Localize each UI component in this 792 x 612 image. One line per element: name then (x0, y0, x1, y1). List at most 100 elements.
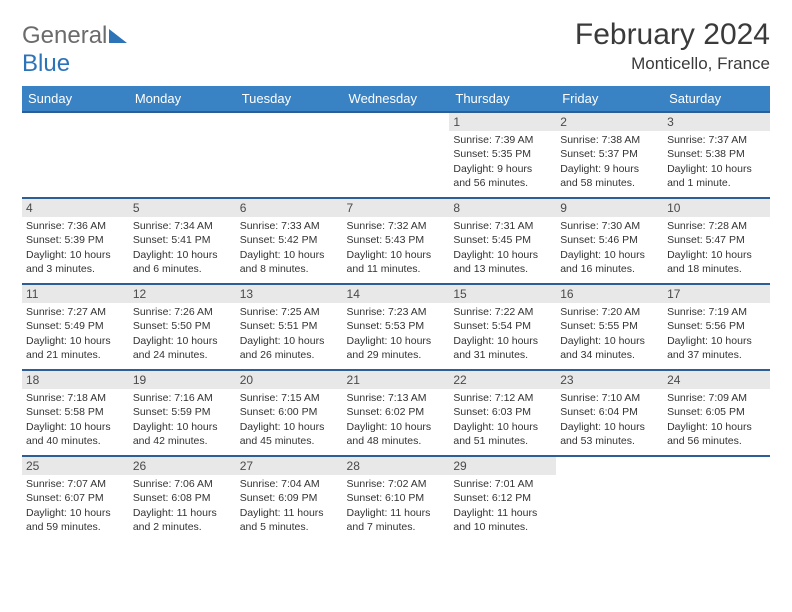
day-wrap: 1Sunrise: 7:39 AMSunset: 5:35 PMDaylight… (449, 111, 556, 197)
day-number-row: 17 (663, 285, 770, 303)
empty-day (236, 111, 343, 197)
daylight-text: Daylight: 11 hours and 2 minutes. (133, 506, 232, 534)
empty-day (343, 111, 450, 197)
sunset-text: Sunset: 6:09 PM (240, 491, 339, 505)
brand-text-1: General (22, 22, 107, 49)
sunrise-text: Sunrise: 7:26 AM (133, 305, 232, 319)
day-wrap: 25Sunrise: 7:07 AMSunset: 6:07 PMDayligh… (22, 455, 129, 541)
sunset-text: Sunset: 5:38 PM (667, 147, 766, 161)
sunset-text: Sunset: 5:53 PM (347, 319, 446, 333)
sunset-text: Sunset: 6:04 PM (560, 405, 659, 419)
brand-text-2: Blue (22, 50, 70, 77)
calendar-cell (22, 111, 129, 197)
sunset-text: Sunset: 6:07 PM (26, 491, 125, 505)
day-number: 3 (667, 115, 674, 129)
daylight-text: Daylight: 10 hours and 8 minutes. (240, 248, 339, 276)
calendar-cell (236, 111, 343, 197)
weekday-header: Friday (556, 86, 663, 111)
sunset-text: Sunset: 5:45 PM (453, 233, 552, 247)
day-wrap: 21Sunrise: 7:13 AMSunset: 6:02 PMDayligh… (343, 369, 450, 455)
day-number-row: 10 (663, 199, 770, 217)
sunrise-text: Sunrise: 7:37 AM (667, 133, 766, 147)
daylight-text: Daylight: 10 hours and 26 minutes. (240, 334, 339, 362)
day-wrap: 13 Sunrise: 7:25 AMSunset: 5:51 PMDayligh… (236, 283, 343, 369)
weekday-header: Tuesday (236, 86, 343, 111)
day-number-row: 21 (343, 371, 450, 389)
sunrise-text: Sunrise: 7:09 AM (667, 391, 766, 405)
calendar-cell: 15Sunrise: 7:22 AMSunset: 5:54 PMDayligh… (449, 283, 556, 369)
daylight-text: Daylight: 11 hours and 7 minutes. (347, 506, 446, 534)
calendar-body: 1Sunrise: 7:39 AMSunset: 5:35 PMDaylight… (22, 111, 770, 541)
calendar-cell (129, 111, 236, 197)
calendar-cell: 17Sunrise: 7:19 AMSunset: 5:56 PMDayligh… (663, 283, 770, 369)
day-number: 22 (453, 373, 466, 387)
calendar-cell: 14Sunrise: 7:23 AMSunset: 5:53 PMDayligh… (343, 283, 450, 369)
day-number-row: 26 (129, 457, 236, 475)
sunrise-text: Sunrise: 7:01 AM (453, 477, 552, 491)
daylight-text: Daylight: 10 hours and 40 minutes. (26, 420, 125, 448)
day-wrap: 28Sunrise: 7:02 AMSunset: 6:10 PMDayligh… (343, 455, 450, 541)
sunset-text: Sunset: 5:51 PM (240, 319, 339, 333)
day-number-row: 23 (556, 371, 663, 389)
sunrise-text: Sunrise: 7:28 AM (667, 219, 766, 233)
day-number-row: 1 (449, 113, 556, 131)
calendar-cell: 21Sunrise: 7:13 AMSunset: 6:02 PMDayligh… (343, 369, 450, 455)
sunset-text: Sunset: 5:59 PM (133, 405, 232, 419)
daylight-text: Daylight: 10 hours and 56 minutes. (667, 420, 766, 448)
sunrise-text: Sunrise: 7:38 AM (560, 133, 659, 147)
daylight-text: Daylight: 10 hours and 31 minutes. (453, 334, 552, 362)
empty-day (129, 111, 236, 197)
sunrise-text: Sunrise: 7:36 AM (26, 219, 125, 233)
calendar-cell: 19Sunrise: 7:16 AMSunset: 5:59 PMDayligh… (129, 369, 236, 455)
sunset-text: Sunset: 5:58 PM (26, 405, 125, 419)
day-number-row: 24 (663, 371, 770, 389)
day-number: 5 (133, 201, 140, 215)
sunrise-text: Sunrise: 7:39 AM (453, 133, 552, 147)
day-number-row: 7 (343, 199, 450, 217)
sunrise-text: Sunrise: 7:04 AM (240, 477, 339, 491)
sunrise-text: Sunrise: 7:02 AM (347, 477, 446, 491)
day-number-row: 20 (236, 371, 343, 389)
daylight-text: Daylight: 10 hours and 42 minutes. (133, 420, 232, 448)
sunrise-text: Sunrise: 7:12 AM (453, 391, 552, 405)
sunrise-text: Sunrise: 7:33 AM (240, 219, 339, 233)
day-number: 11 (26, 287, 38, 301)
calendar-cell: 25Sunrise: 7:07 AMSunset: 6:07 PMDayligh… (22, 455, 129, 541)
sunrise-text: Sunrise: 7:10 AM (560, 391, 659, 405)
day-number-row: 3 (663, 113, 770, 131)
day-number-row: 9 (556, 199, 663, 217)
calendar-cell: 8Sunrise: 7:31 AMSunset: 5:45 PMDaylight… (449, 197, 556, 283)
calendar-cell: 20Sunrise: 7:15 AMSunset: 6:00 PMDayligh… (236, 369, 343, 455)
calendar-cell: 22Sunrise: 7:12 AMSunset: 6:03 PMDayligh… (449, 369, 556, 455)
day-number-row: 2 (556, 113, 663, 131)
daylight-text: Daylight: 10 hours and 21 minutes. (26, 334, 125, 362)
day-number: 6 (240, 201, 247, 215)
sunrise-text: Sunrise: 7:23 AM (347, 305, 446, 319)
calendar-cell (663, 455, 770, 541)
sunrise-text: Sunrise: 7:25 AM (240, 305, 339, 319)
day-number: 20 (240, 373, 253, 387)
sunrise-text: Sunrise: 7:31 AM (453, 219, 552, 233)
day-number: 13 (240, 287, 253, 301)
triangle-icon (109, 29, 127, 43)
day-number-row: 4 (22, 199, 129, 217)
sunset-text: Sunset: 5:46 PM (560, 233, 659, 247)
sunset-text: Sunset: 5:49 PM (26, 319, 125, 333)
calendar-week: 25Sunrise: 7:07 AMSunset: 6:07 PMDayligh… (22, 455, 770, 541)
calendar-cell: 12Sunrise: 7:26 AMSunset: 5:50 PMDayligh… (129, 283, 236, 369)
calendar-cell: 9Sunrise: 7:30 AMSunset: 5:46 PMDaylight… (556, 197, 663, 283)
daylight-text: Daylight: 10 hours and 53 minutes. (560, 420, 659, 448)
day-number: 25 (26, 459, 39, 473)
daylight-text: Daylight: 10 hours and 59 minutes. (26, 506, 125, 534)
day-number-row: 28 (343, 457, 450, 475)
day-number-row: 15 (449, 285, 556, 303)
calendar-cell (343, 111, 450, 197)
daylight-text: Daylight: 10 hours and 34 minutes. (560, 334, 659, 362)
weekday-header: Monday (129, 86, 236, 111)
day-wrap: 8Sunrise: 7:31 AMSunset: 5:45 PMDaylight… (449, 197, 556, 283)
day-wrap: 29Sunrise: 7:01 AMSunset: 6:12 PMDayligh… (449, 455, 556, 541)
calendar-cell: 11Sunrise: 7:27 AMSunset: 5:49 PMDayligh… (22, 283, 129, 369)
day-number: 29 (453, 459, 466, 473)
calendar-table: SundayMondayTuesdayWednesdayThursdayFrid… (22, 86, 770, 541)
day-wrap: 6Sunrise: 7:33 AMSunset: 5:42 PMDaylight… (236, 197, 343, 283)
